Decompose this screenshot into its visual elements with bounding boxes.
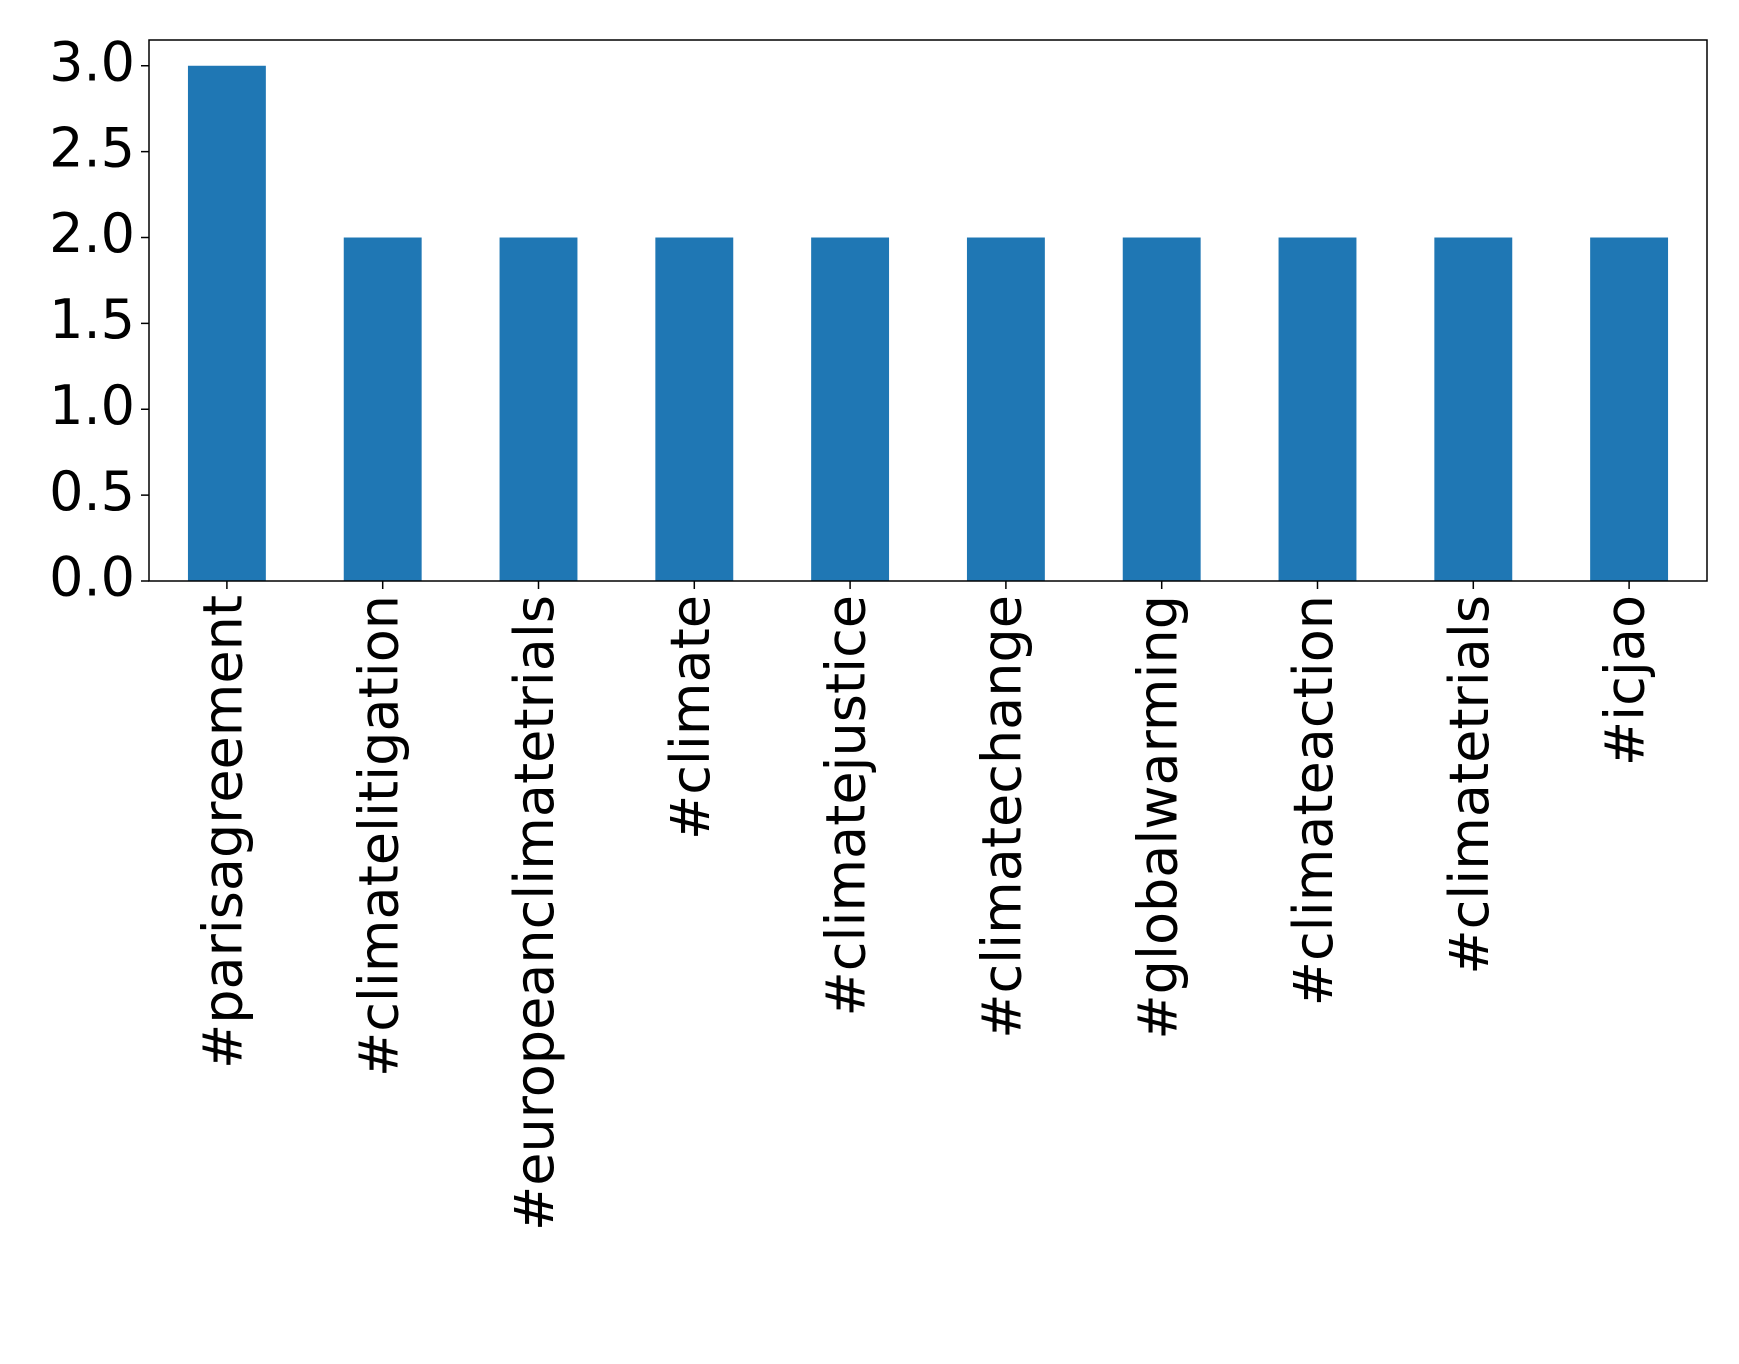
y-tick-label: 0.5 — [49, 460, 135, 523]
x-tick-label: #icjao — [1594, 595, 1657, 766]
bar — [655, 237, 734, 581]
x-tick-label: #climatelitigation — [347, 595, 410, 1077]
bar — [499, 237, 578, 581]
x-tick-label: #climate — [659, 595, 722, 840]
bar — [1122, 237, 1201, 581]
bar — [1434, 237, 1513, 581]
x-tick-label: #climatetrials — [1438, 595, 1501, 975]
bar — [1590, 237, 1669, 581]
x-tick-label: #globalwarming — [1126, 595, 1189, 1040]
y-tick-label: 1.0 — [49, 374, 135, 437]
x-tick-label: #europeanclimatetrials — [503, 595, 566, 1231]
bar — [343, 237, 422, 581]
bar — [811, 237, 890, 581]
x-tick-label: #climateaction — [1282, 595, 1345, 1006]
y-tick-label: 0.0 — [49, 546, 135, 609]
bar — [187, 65, 266, 581]
bar — [966, 237, 1045, 581]
plot-frame — [148, 39, 1708, 582]
y-tick-label: 2.0 — [49, 202, 135, 265]
x-tick-label: #climatechange — [971, 595, 1034, 1039]
bar — [1278, 237, 1357, 581]
x-tick-label: #climatejustice — [815, 595, 878, 1016]
y-tick-label: 3.0 — [49, 30, 135, 93]
y-tick-label: 2.5 — [49, 116, 135, 179]
x-tick-label: #parisagreement — [192, 595, 255, 1069]
y-tick-label: 1.5 — [49, 288, 135, 351]
